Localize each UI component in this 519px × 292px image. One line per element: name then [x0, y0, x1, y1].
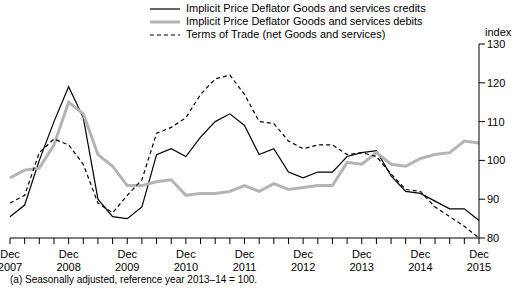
html-text:Terms of Trade (net Goods and: Terms of Trade (net Goods and services)	[186, 28, 386, 40]
svg-text:80: 80	[487, 232, 499, 244]
svg-text:Dec2012: Dec2012	[291, 248, 315, 272]
html-text:Implicit Price Deflator Goods: Implicit Price Deflator Goods and servic…	[186, 15, 423, 27]
svg-text:110: 110	[487, 116, 505, 128]
svg-text:120: 120	[487, 77, 505, 89]
svg-text:130: 130	[487, 38, 505, 50]
html-text:Implicit Price Deflator Goods: Implicit Price Deflator Goods and servic…	[186, 2, 426, 14]
svg-text:Dec2009: Dec2009	[115, 248, 139, 272]
svg-text:Dec2010: Dec2010	[174, 248, 198, 272]
svg-text:100: 100	[487, 154, 505, 166]
svg-text:Dec2007: Dec2007	[8, 248, 22, 272]
html-text:(a) Seasonally adjusted, refer: (a) Seasonally adjusted, reference year …	[10, 274, 258, 285]
svg-text:Dec2008: Dec2008	[56, 248, 80, 272]
html-text:index: index	[485, 26, 512, 38]
svg-text:Dec2011: Dec2011	[233, 248, 257, 272]
svg-text:Dec2013: Dec2013	[350, 248, 374, 272]
svg-text:90: 90	[487, 193, 499, 205]
svg-text:Dec2014: Dec2014	[408, 248, 432, 272]
svg-text:Dec2015: Dec2015	[467, 248, 491, 272]
